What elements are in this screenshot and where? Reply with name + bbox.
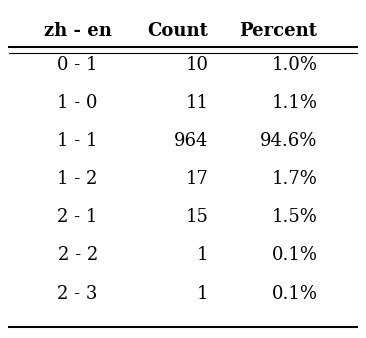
Text: 2 - 2: 2 - 2 [57,246,98,264]
Text: 1.0%: 1.0% [272,56,317,74]
Text: 10: 10 [186,56,208,74]
Text: 1 - 2: 1 - 2 [57,170,98,188]
Text: 17: 17 [186,170,208,188]
Text: 964: 964 [174,132,208,150]
Text: 1: 1 [197,285,208,303]
Text: Count: Count [147,22,208,40]
Text: 0.1%: 0.1% [272,246,317,264]
Text: 2 - 1: 2 - 1 [57,208,98,226]
Text: 1 - 0: 1 - 0 [57,94,98,112]
Text: 2 - 3: 2 - 3 [57,285,98,303]
Text: 1.1%: 1.1% [272,94,317,112]
Text: zh - en: zh - en [44,22,112,40]
Text: 15: 15 [186,208,208,226]
Text: 1 - 1: 1 - 1 [57,132,98,150]
Text: 1: 1 [197,246,208,264]
Text: 94.6%: 94.6% [260,132,317,150]
Text: 11: 11 [186,94,208,112]
Text: 0.1%: 0.1% [272,285,317,303]
Text: 1.7%: 1.7% [272,170,317,188]
Text: Percent: Percent [239,22,317,40]
Text: 0 - 1: 0 - 1 [57,56,98,74]
Text: 1.5%: 1.5% [272,208,317,226]
